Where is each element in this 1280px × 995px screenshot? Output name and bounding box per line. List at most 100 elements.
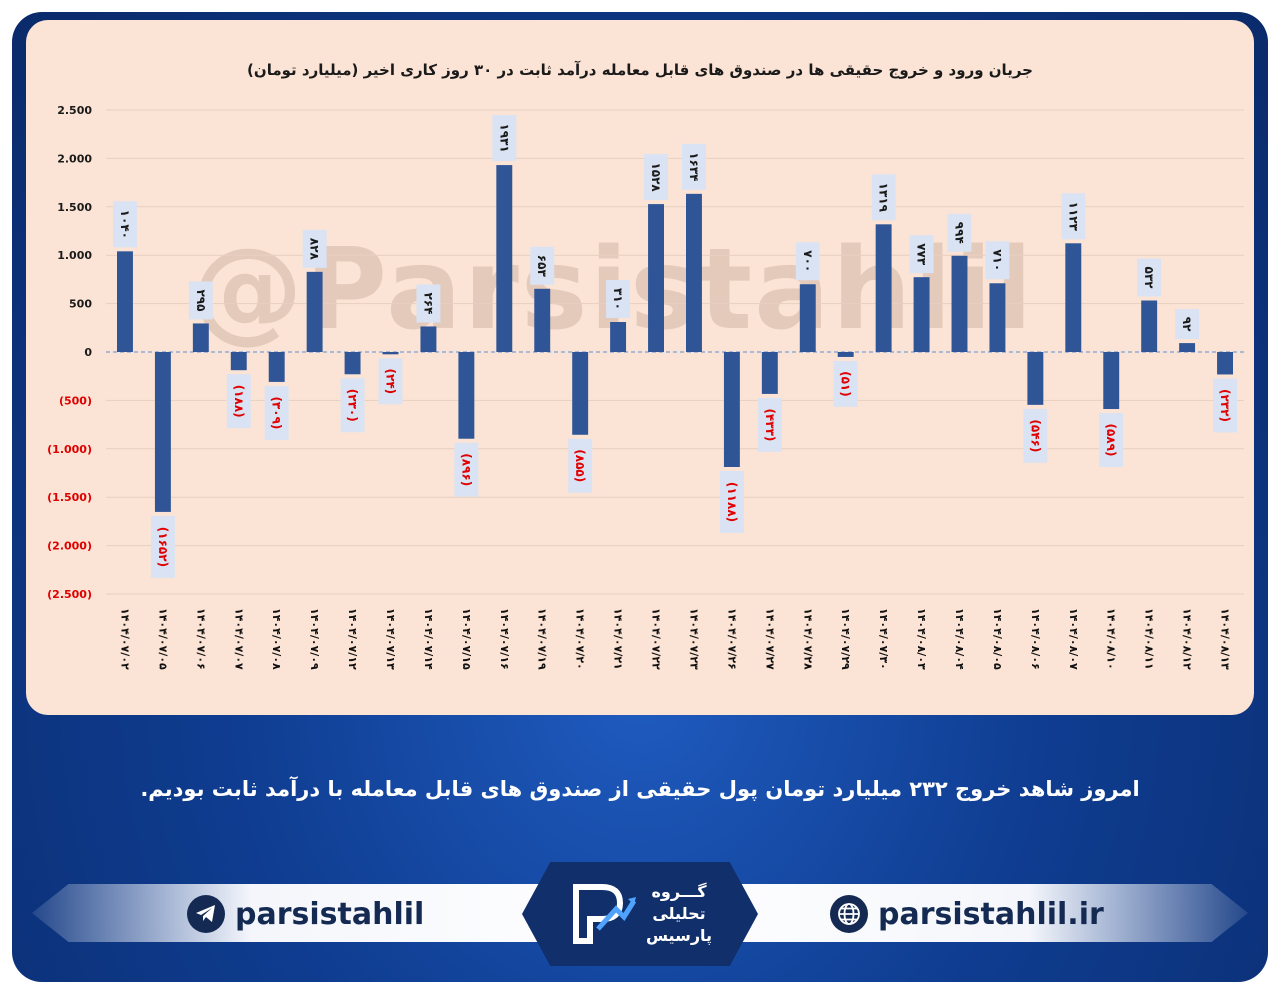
data-label: ۱۳۱۹ <box>871 174 896 221</box>
x-tick-label: ۱۴۰۴/۰۷/۳۰ <box>877 608 890 670</box>
x-tick-label: ۱۴۰۴/۰۷/۲۲ <box>650 608 663 670</box>
bar <box>686 193 702 352</box>
data-label: (۱۸۸) <box>226 374 251 429</box>
data-label: (۵۱) <box>833 360 858 407</box>
svg-text:۲۹۵: ۲۹۵ <box>194 289 208 311</box>
data-label: ۷۰۰ <box>795 242 820 281</box>
svg-text:(۱۶۵۲): (۱۶۵۲) <box>156 527 170 567</box>
svg-text:۱۱۲۳: ۱۱۲۳ <box>1066 202 1080 232</box>
x-tick-label: ۱۴۰۴/۰۸/۰۵ <box>991 608 1004 670</box>
svg-text:۱۹۳۱: ۱۹۳۱ <box>497 123 511 152</box>
telegram-link[interactable]: parsistahlil <box>187 894 424 934</box>
x-tick-label: ۱۴۰۴/۰۸/۰۶ <box>1029 608 1042 670</box>
bar <box>420 326 437 352</box>
svg-text:۹۲: ۹۲ <box>1180 317 1194 332</box>
svg-text:۷۷۳: ۷۷۳ <box>915 243 929 266</box>
x-tick-label: ۱۴۰۴/۰۷/۰۶ <box>194 608 207 670</box>
bar <box>572 352 589 435</box>
data-label: (۸۵۵) <box>568 438 593 493</box>
data-label: ۶۵۳ <box>530 246 555 285</box>
data-label: ۵۳۲ <box>1137 258 1162 297</box>
website-link[interactable]: parsistahlil.ir <box>830 894 1104 934</box>
x-tick-label: ۱۴۰۴/۰۷/۱۶ <box>498 608 511 670</box>
y-tick-label: (2.500) <box>47 588 92 601</box>
telegram-icon <box>187 895 225 933</box>
bar <box>875 224 892 352</box>
data-label: (۵۴۶) <box>1023 408 1048 463</box>
data-label: (۸۹۶) <box>454 442 479 497</box>
svg-text:(۲۴): (۲۴) <box>384 369 398 395</box>
svg-text:۱۰۴۰: ۱۰۴۰ <box>118 210 132 239</box>
bar <box>1217 352 1233 375</box>
x-tick-label: ۱۴۰۴/۰۷/۱۳ <box>384 608 397 670</box>
logo-line-1: گـــروه <box>651 882 707 901</box>
website-url: parsistahlil.ir <box>878 896 1104 932</box>
svg-text:(۲۳۰): (۲۳۰) <box>346 389 360 422</box>
x-tick-label: ۱۴۰۴/۰۷/۰۸ <box>270 608 283 670</box>
svg-text:(۱۸۸): (۱۸۸) <box>232 385 246 418</box>
bar <box>192 323 209 352</box>
data-label: ۱۶۳۴ <box>681 143 706 190</box>
x-tick-label: ۱۴۰۴/۰۷/۲۷ <box>763 608 776 670</box>
x-tick-label: ۱۴۰۴/۰۸/۱۲ <box>1181 608 1194 670</box>
bar <box>951 255 968 352</box>
telegram-handle: parsistahlil <box>235 896 425 932</box>
svg-text:(۲۳۲): (۲۳۲) <box>1218 389 1232 422</box>
y-tick-label: (1.500) <box>47 491 92 504</box>
data-label: ۹۹۴ <box>947 213 972 252</box>
bars <box>117 165 1233 512</box>
bar <box>837 352 854 357</box>
logo-text: گـــروه تحلیلی پارسیس <box>646 881 712 947</box>
x-tick-label: ۱۴۰۴/۰۷/۱۹ <box>536 608 549 670</box>
y-tick-label: (1.000) <box>47 443 92 456</box>
y-tick-label: (500) <box>59 394 92 407</box>
x-tick-label: ۱۴۰۴/۰۸/۰۴ <box>953 608 966 670</box>
x-tick-label: ۱۴۰۴/۰۸/۱۱ <box>1143 608 1156 670</box>
x-tick-label: ۱۴۰۴/۰۷/۰۷ <box>232 608 245 670</box>
bar <box>610 321 627 352</box>
svg-text:۱۵۲۸: ۱۵۲۸ <box>649 162 663 192</box>
x-tick-label: ۱۴۰۴/۰۷/۰۹ <box>308 608 321 670</box>
svg-text:۲۶۴: ۲۶۴ <box>421 292 435 314</box>
data-label: (۴۳۳) <box>757 397 782 452</box>
y-tick-label: 2.500 <box>57 104 92 117</box>
svg-text:(۵۴۶): (۵۴۶) <box>1028 419 1042 452</box>
data-label: (۳۰۹) <box>264 385 289 440</box>
bar <box>268 352 285 382</box>
data-label: ۱۹۳۱ <box>492 115 517 162</box>
svg-text:(۸۵۵): (۸۵۵) <box>573 449 587 482</box>
data-label: ۱۰۴۰ <box>112 201 137 248</box>
svg-text:(۴۳۳): (۴۳۳) <box>763 408 777 441</box>
bar <box>496 165 513 352</box>
bar <box>382 352 399 355</box>
x-tick-label: ۱۴۰۴/۰۷/۱۲ <box>346 608 359 670</box>
bar <box>534 288 551 352</box>
svg-text:۵۳۲: ۵۳۲ <box>1142 267 1156 290</box>
data-label: (۲۳۰) <box>340 378 365 433</box>
bar <box>117 251 133 352</box>
bar-chart: جریان ورود و خروج حقیقی ها در صندوق های … <box>47 61 1244 670</box>
data-label: ۹۲ <box>1175 309 1200 340</box>
data-label: (۲۴) <box>378 358 403 405</box>
bar <box>989 283 1006 352</box>
svg-text:۳۱۰: ۳۱۰ <box>611 288 625 310</box>
data-label: ۲۹۵ <box>188 281 213 320</box>
bar <box>230 352 247 371</box>
x-axis-ticks: ۱۴۰۴/۰۷/۰۲ ۱۴۰۴/۰۷/۰۵ ۱۴۰۴/۰۷/۰۶ ۱۴۰۴/۰۷/۰۷… <box>118 608 1231 670</box>
y-tick-label: 2.000 <box>57 152 92 165</box>
bar <box>761 352 778 394</box>
parsis-logo-icon <box>572 884 637 944</box>
svg-text:۷۰۰: ۷۰۰ <box>801 250 815 272</box>
parsis-logo: گـــروه تحلیلی پارسیس <box>522 862 758 966</box>
bar <box>1103 352 1120 410</box>
svg-text:۱۳۱۹: ۱۳۱۹ <box>877 183 891 213</box>
bar <box>1141 300 1158 352</box>
y-tick-label: 0 <box>84 346 92 359</box>
logo-line-3: پارسیس <box>645 926 713 945</box>
data-label: (۲۳۲) <box>1213 378 1238 433</box>
summary-note: امروز شاهد خروج ۲۳۲ میلیارد تومان پول حق… <box>140 777 1140 801</box>
x-tick-label: ۱۴۰۴/۰۷/۰۵ <box>156 608 169 670</box>
y-axis-ticks: 2.500 2.000 1.500 1.000 500 0 (500) (1.000) (1.5… <box>47 104 92 601</box>
y-tick-label: (2.000) <box>47 540 92 553</box>
bar <box>1179 343 1196 352</box>
